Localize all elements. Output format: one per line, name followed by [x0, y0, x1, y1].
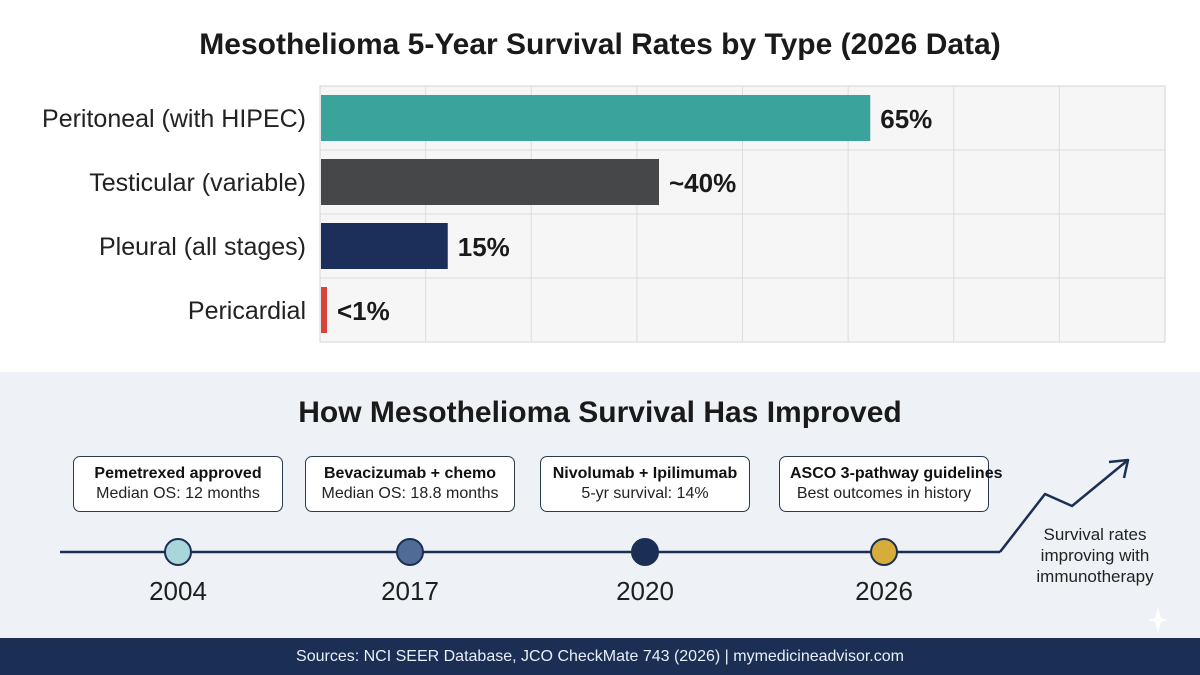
milestone-detail: Median OS: 18.8 months: [321, 485, 499, 502]
data-label: ~40%: [669, 168, 736, 198]
chart-title: Mesothelioma 5-Year Survival Rates by Ty…: [199, 28, 1001, 61]
milestone-title: Nivolumab + Ipilimumab: [552, 465, 738, 482]
milestone-detail: Best outcomes in history: [796, 485, 972, 502]
milestone-detail: Median OS: 12 months: [96, 485, 260, 502]
trend-arrow-head-icon: [1108, 458, 1130, 479]
milestone-card: ASCO 3-pathway guidelines Best outcomes i…: [779, 456, 1003, 512]
milestone-card: Nivolumab + Ipilimumab 5-yr survival: 14%: [540, 456, 750, 512]
milestone-year: 2017: [381, 576, 439, 606]
timeline-graphic: [60, 458, 1130, 566]
trend-note: Survival rates improving with immunother…: [1036, 525, 1154, 586]
milestone-dot: [164, 538, 192, 566]
bar-1: [321, 159, 659, 205]
milestone-title: Pemetrexed approved: [94, 465, 262, 482]
milestone-title: Bevacizumab + chemo: [323, 465, 497, 482]
bar-0: [321, 95, 871, 141]
milestone-dot: [631, 538, 659, 566]
milestone-year: 2020: [616, 576, 674, 606]
category-label: Pericardial: [188, 297, 306, 325]
sources-footer: Sources: NCI SEER Database, JCO CheckMat…: [0, 638, 1200, 675]
milestone-dot: [870, 538, 898, 566]
trend-arrow-line: [999, 459, 1129, 553]
bar-3: [321, 287, 327, 333]
milestone-year: 2004: [149, 576, 207, 606]
data-label: <1%: [337, 296, 390, 326]
category-label: Peritoneal (with HIPEC): [42, 105, 306, 133]
bar-2: [321, 223, 448, 269]
milestone-title: ASCO 3-pathway guidelines: [790, 465, 1003, 482]
milestone-dot: [396, 538, 424, 566]
timeline-title: How Mesothelioma Survival Has Improved: [298, 396, 902, 429]
milestone-year: 2026: [855, 576, 913, 606]
category-label: Pleural (all stages): [99, 233, 306, 261]
category-label: Testicular (variable): [89, 169, 306, 197]
survival-bar-chart: Peritoneal (with HIPEC) 65% Testicular (va…: [42, 85, 1166, 343]
sparkle-icon: [1148, 607, 1168, 633]
data-label: 15%: [458, 232, 510, 262]
timeline-section: How Mesothelioma Survival Has Improved P…: [0, 372, 1200, 638]
milestone-card: Pemetrexed approved Median OS: 12 months: [73, 456, 283, 512]
data-label: 65%: [880, 104, 932, 134]
milestone-card: Bevacizumab + chemo Median OS: 18.8 month…: [305, 456, 515, 512]
milestone-detail: 5-yr survival: 14%: [581, 485, 709, 502]
